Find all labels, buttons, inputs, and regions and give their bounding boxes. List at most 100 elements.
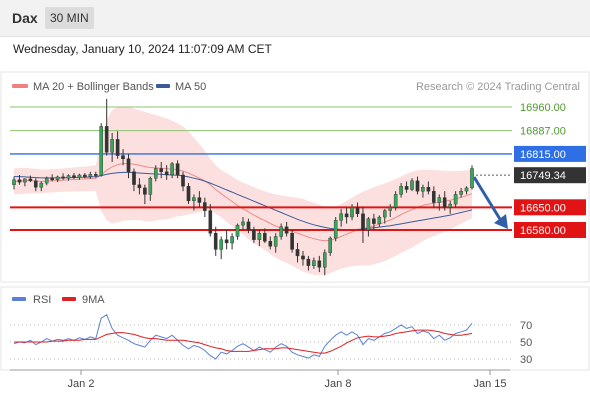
candle[interactable] [372, 213, 376, 230]
candle[interactable] [377, 215, 382, 227]
candle[interactable] [153, 165, 158, 182]
candle[interactable] [23, 178, 27, 187]
candle[interactable] [55, 175, 60, 183]
candle[interactable] [350, 204, 354, 221]
candle[interactable] [333, 217, 338, 242]
candle[interactable] [437, 194, 442, 211]
candle[interactable] [328, 236, 333, 256]
candle[interactable] [252, 226, 256, 243]
candle-body [148, 177, 153, 195]
projection-arrow-shaft [472, 176, 505, 225]
candle[interactable] [34, 178, 38, 192]
candle-body [377, 216, 382, 224]
candle[interactable] [295, 242, 300, 263]
candle[interactable] [175, 160, 180, 179]
candle[interactable] [339, 208, 343, 227]
candle[interactable] [137, 178, 142, 195]
candle[interactable] [66, 174, 71, 181]
ma9-legend-label: 9MA [82, 294, 105, 306]
candle[interactable] [355, 202, 360, 218]
candle[interactable] [132, 168, 136, 192]
candle[interactable] [12, 176, 16, 190]
candle[interactable] [404, 181, 409, 193]
candle-body [328, 237, 333, 253]
candle[interactable] [383, 208, 387, 224]
candle[interactable] [241, 217, 245, 230]
candle[interactable] [121, 149, 125, 166]
candle[interactable] [415, 176, 420, 195]
candle[interactable] [224, 230, 229, 250]
candle[interactable] [197, 191, 202, 208]
candle[interactable] [148, 176, 153, 201]
candle[interactable] [115, 131, 120, 159]
candle[interactable] [306, 255, 311, 271]
candle-body [39, 182, 44, 188]
candle[interactable] [432, 186, 436, 208]
candle[interactable] [93, 171, 98, 178]
candle[interactable] [170, 162, 174, 179]
candle[interactable] [202, 197, 207, 218]
candle[interactable] [393, 191, 398, 211]
candle[interactable] [344, 207, 349, 224]
candle[interactable] [459, 187, 463, 198]
candle[interactable] [186, 183, 191, 205]
candle[interactable] [50, 174, 54, 182]
candle[interactable] [143, 184, 147, 205]
candle[interactable] [88, 171, 93, 179]
candle[interactable] [39, 181, 44, 192]
candle[interactable] [464, 186, 469, 195]
candle[interactable] [323, 249, 327, 276]
candle[interactable] [279, 223, 284, 240]
candle[interactable] [312, 257, 316, 269]
candle[interactable] [28, 175, 33, 183]
candle[interactable] [208, 204, 213, 237]
candle[interactable] [442, 191, 447, 211]
candle[interactable] [290, 230, 294, 253]
candle[interactable] [301, 251, 305, 266]
candle[interactable] [246, 218, 251, 234]
candle[interactable] [388, 204, 393, 218]
candle[interactable] [61, 173, 65, 180]
bollinger-legend-swatch [12, 84, 28, 88]
credit-label: Research © 2024 Trading Central [416, 81, 580, 93]
candle[interactable] [17, 174, 22, 185]
candle-body [44, 177, 49, 184]
candle[interactable] [83, 173, 87, 179]
candle[interactable] [273, 233, 278, 253]
candle[interactable] [366, 217, 371, 237]
candle[interactable] [470, 165, 474, 190]
candle[interactable] [44, 176, 49, 186]
candle[interactable] [181, 171, 185, 192]
candle[interactable] [317, 255, 322, 273]
candle[interactable] [421, 184, 425, 198]
candle[interactable] [77, 173, 82, 180]
candle-body [197, 197, 202, 203]
candle-body [464, 187, 469, 192]
candle[interactable] [192, 194, 196, 211]
candle[interactable] [361, 207, 365, 243]
candle[interactable] [99, 123, 103, 177]
candle[interactable] [399, 183, 403, 198]
candle[interactable] [213, 226, 218, 256]
candle[interactable] [219, 236, 224, 260]
candle[interactable] [410, 178, 414, 192]
timeframe-button[interactable]: 30 MIN [45, 7, 94, 29]
candle[interactable] [284, 221, 289, 237]
candle[interactable] [230, 233, 234, 250]
candle[interactable] [268, 236, 273, 250]
candle-body [132, 171, 136, 185]
candle-body [28, 178, 33, 181]
candle[interactable] [126, 153, 131, 179]
candle[interactable] [104, 98, 109, 156]
candle[interactable] [453, 191, 458, 208]
candle[interactable] [426, 181, 431, 195]
candle[interactable] [263, 228, 267, 243]
candle[interactable] [159, 162, 164, 179]
candle[interactable] [164, 165, 169, 180]
candle[interactable] [110, 132, 114, 163]
candle[interactable] [448, 200, 453, 214]
candle[interactable] [257, 230, 262, 247]
candle[interactable] [72, 173, 76, 179]
candle[interactable] [235, 223, 240, 240]
